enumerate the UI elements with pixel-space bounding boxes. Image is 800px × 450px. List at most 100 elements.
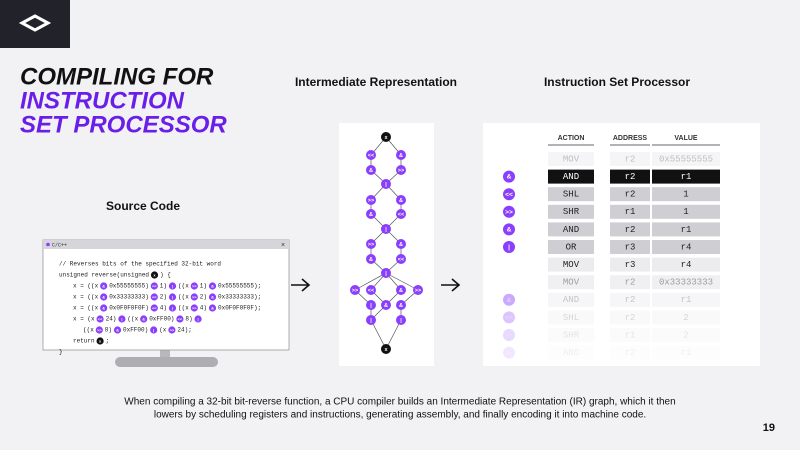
cell (610, 204, 650, 219)
code-text: 0xFF00) (123, 327, 148, 334)
op-badge (100, 282, 108, 290)
code-window (42, 239, 290, 351)
cell-text: r4 (681, 260, 692, 270)
op-badge (140, 315, 148, 323)
cell-text: MOV (563, 154, 580, 164)
op-label: >> (352, 288, 358, 294)
code-text: 2) (200, 294, 207, 301)
op-label: & (507, 350, 512, 357)
op-badge (350, 285, 360, 295)
op-label: | (385, 227, 387, 233)
op-label: | (172, 283, 173, 288)
op-badge (503, 329, 515, 341)
op-badge (503, 311, 515, 324)
op-label: & (369, 168, 373, 174)
op-label: >> (97, 327, 102, 332)
cell (610, 292, 650, 307)
op-badge (150, 304, 158, 312)
code-text: unsigned reverse(unsigned (59, 272, 149, 279)
caption: When compiling a 32-bit bit-reverse func… (124, 397, 675, 408)
cell (548, 169, 594, 184)
cell (652, 240, 720, 254)
cell-text: SHR (563, 330, 580, 340)
cell (652, 152, 720, 166)
op-badge (503, 293, 515, 306)
cell-text: r1 (681, 295, 692, 305)
cell-text: 2 (683, 330, 688, 340)
op-badge (168, 282, 177, 290)
window-title: C/C++ (52, 242, 67, 248)
op-badge (366, 165, 376, 175)
op-badge (381, 179, 391, 189)
op-badge (190, 304, 198, 312)
cell (652, 187, 720, 202)
cell (652, 169, 720, 184)
op-badge (503, 223, 515, 236)
op-badge (503, 188, 515, 201)
op-badge (113, 326, 122, 334)
op-badge (366, 300, 376, 310)
op-label: & (399, 153, 403, 159)
op-label: & (384, 303, 388, 309)
title-line: SET PROCESSOR (20, 111, 227, 138)
op-badge (168, 326, 176, 334)
op-badge (366, 285, 376, 295)
cell (548, 292, 594, 307)
title-line: INSTRUCTION (20, 87, 185, 114)
cell-text: r2 (625, 278, 636, 288)
cell (652, 275, 720, 290)
op-badge (366, 150, 376, 160)
op-label: & (399, 288, 403, 294)
page-number: 19 (763, 422, 775, 434)
op-label: & (369, 257, 373, 263)
cell (610, 240, 650, 254)
monitor-neck (160, 348, 170, 360)
cell (548, 275, 594, 290)
op-label: << (152, 305, 157, 310)
op-label: x (384, 347, 388, 353)
code-text: x = ((x (73, 305, 99, 312)
cell (548, 345, 594, 360)
op-label: | (198, 316, 199, 321)
cell (610, 257, 650, 272)
op-badge (396, 254, 406, 264)
op-badge (503, 241, 515, 253)
op-badge (381, 268, 391, 278)
cell-text: r1 (681, 225, 692, 235)
cell (652, 345, 720, 360)
column-header: ACTION (558, 135, 585, 142)
code-text: ((x (178, 294, 189, 301)
code-text: ((x (178, 305, 189, 312)
op-label: | (400, 318, 402, 324)
op-label: | (385, 271, 387, 277)
column-header: ADDRESS (613, 135, 648, 142)
op-badge (96, 315, 104, 323)
cell (652, 310, 720, 325)
cell-text: SHR (563, 207, 580, 217)
cell-text: OR (566, 242, 577, 252)
column-header: VALUE (674, 135, 698, 142)
title-line: COMPILING FOR (20, 63, 214, 90)
cell-text: 2 (683, 313, 688, 323)
op-badge (150, 271, 159, 279)
op-label: & (369, 212, 373, 218)
cell (548, 257, 594, 272)
op-badge (396, 300, 406, 310)
cell (548, 310, 594, 325)
cell (652, 257, 720, 272)
op-badge (208, 293, 217, 301)
cell-text: r3 (625, 260, 636, 270)
op-label: << (505, 314, 513, 321)
op-label: << (398, 257, 404, 263)
cell-text: AND (563, 295, 579, 305)
cell-text: r3 (625, 242, 636, 252)
op-label: >> (368, 242, 374, 248)
cell (610, 345, 650, 360)
arrow (291, 278, 311, 292)
op-badge (150, 293, 158, 301)
op-label: << (178, 316, 183, 321)
cell (652, 328, 720, 342)
op-label: >> (368, 198, 374, 204)
cell (610, 328, 650, 342)
